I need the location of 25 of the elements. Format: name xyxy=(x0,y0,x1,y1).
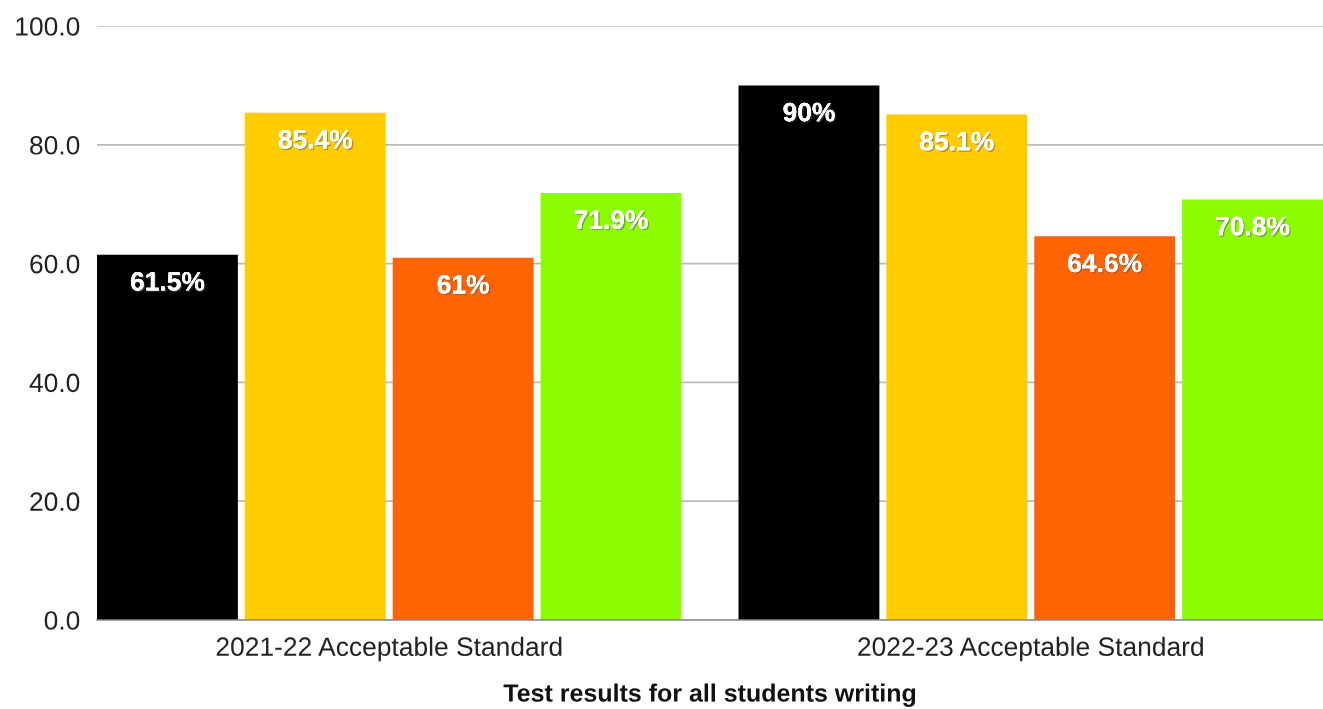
y-tick-label: 0.0 xyxy=(44,611,80,630)
data-label: 90% xyxy=(783,102,837,123)
bar xyxy=(244,112,386,620)
bar xyxy=(886,114,1028,620)
data-label: 70.8% xyxy=(1216,216,1291,237)
data-label: 71.9% xyxy=(574,210,650,231)
bar xyxy=(392,257,534,620)
bar xyxy=(1182,199,1323,620)
data-label: 64.6% xyxy=(1068,253,1143,274)
y-tick-label: 60.0 xyxy=(30,254,80,274)
y-tick-label: 40.0 xyxy=(29,373,80,393)
bar xyxy=(540,192,682,620)
bar xyxy=(1034,236,1176,620)
x-tick-label: 2022-23 Acceptable Standard xyxy=(858,636,1203,662)
y-tick-label: 80.0 xyxy=(30,135,80,155)
data-label: 85.4% xyxy=(278,130,354,151)
bar xyxy=(97,254,238,620)
x-axis-title: Test results for all students writing xyxy=(503,683,916,707)
x-tick-label: 2021-22 Acceptable Standard xyxy=(216,636,562,662)
y-tick-label: 20.0 xyxy=(30,492,80,512)
data-label: 61% xyxy=(437,275,491,296)
bar xyxy=(738,85,880,620)
data-label: 85.1% xyxy=(920,131,995,152)
data-label: 61.5% xyxy=(130,272,206,293)
y-tick-label: 100.0 xyxy=(16,17,80,36)
